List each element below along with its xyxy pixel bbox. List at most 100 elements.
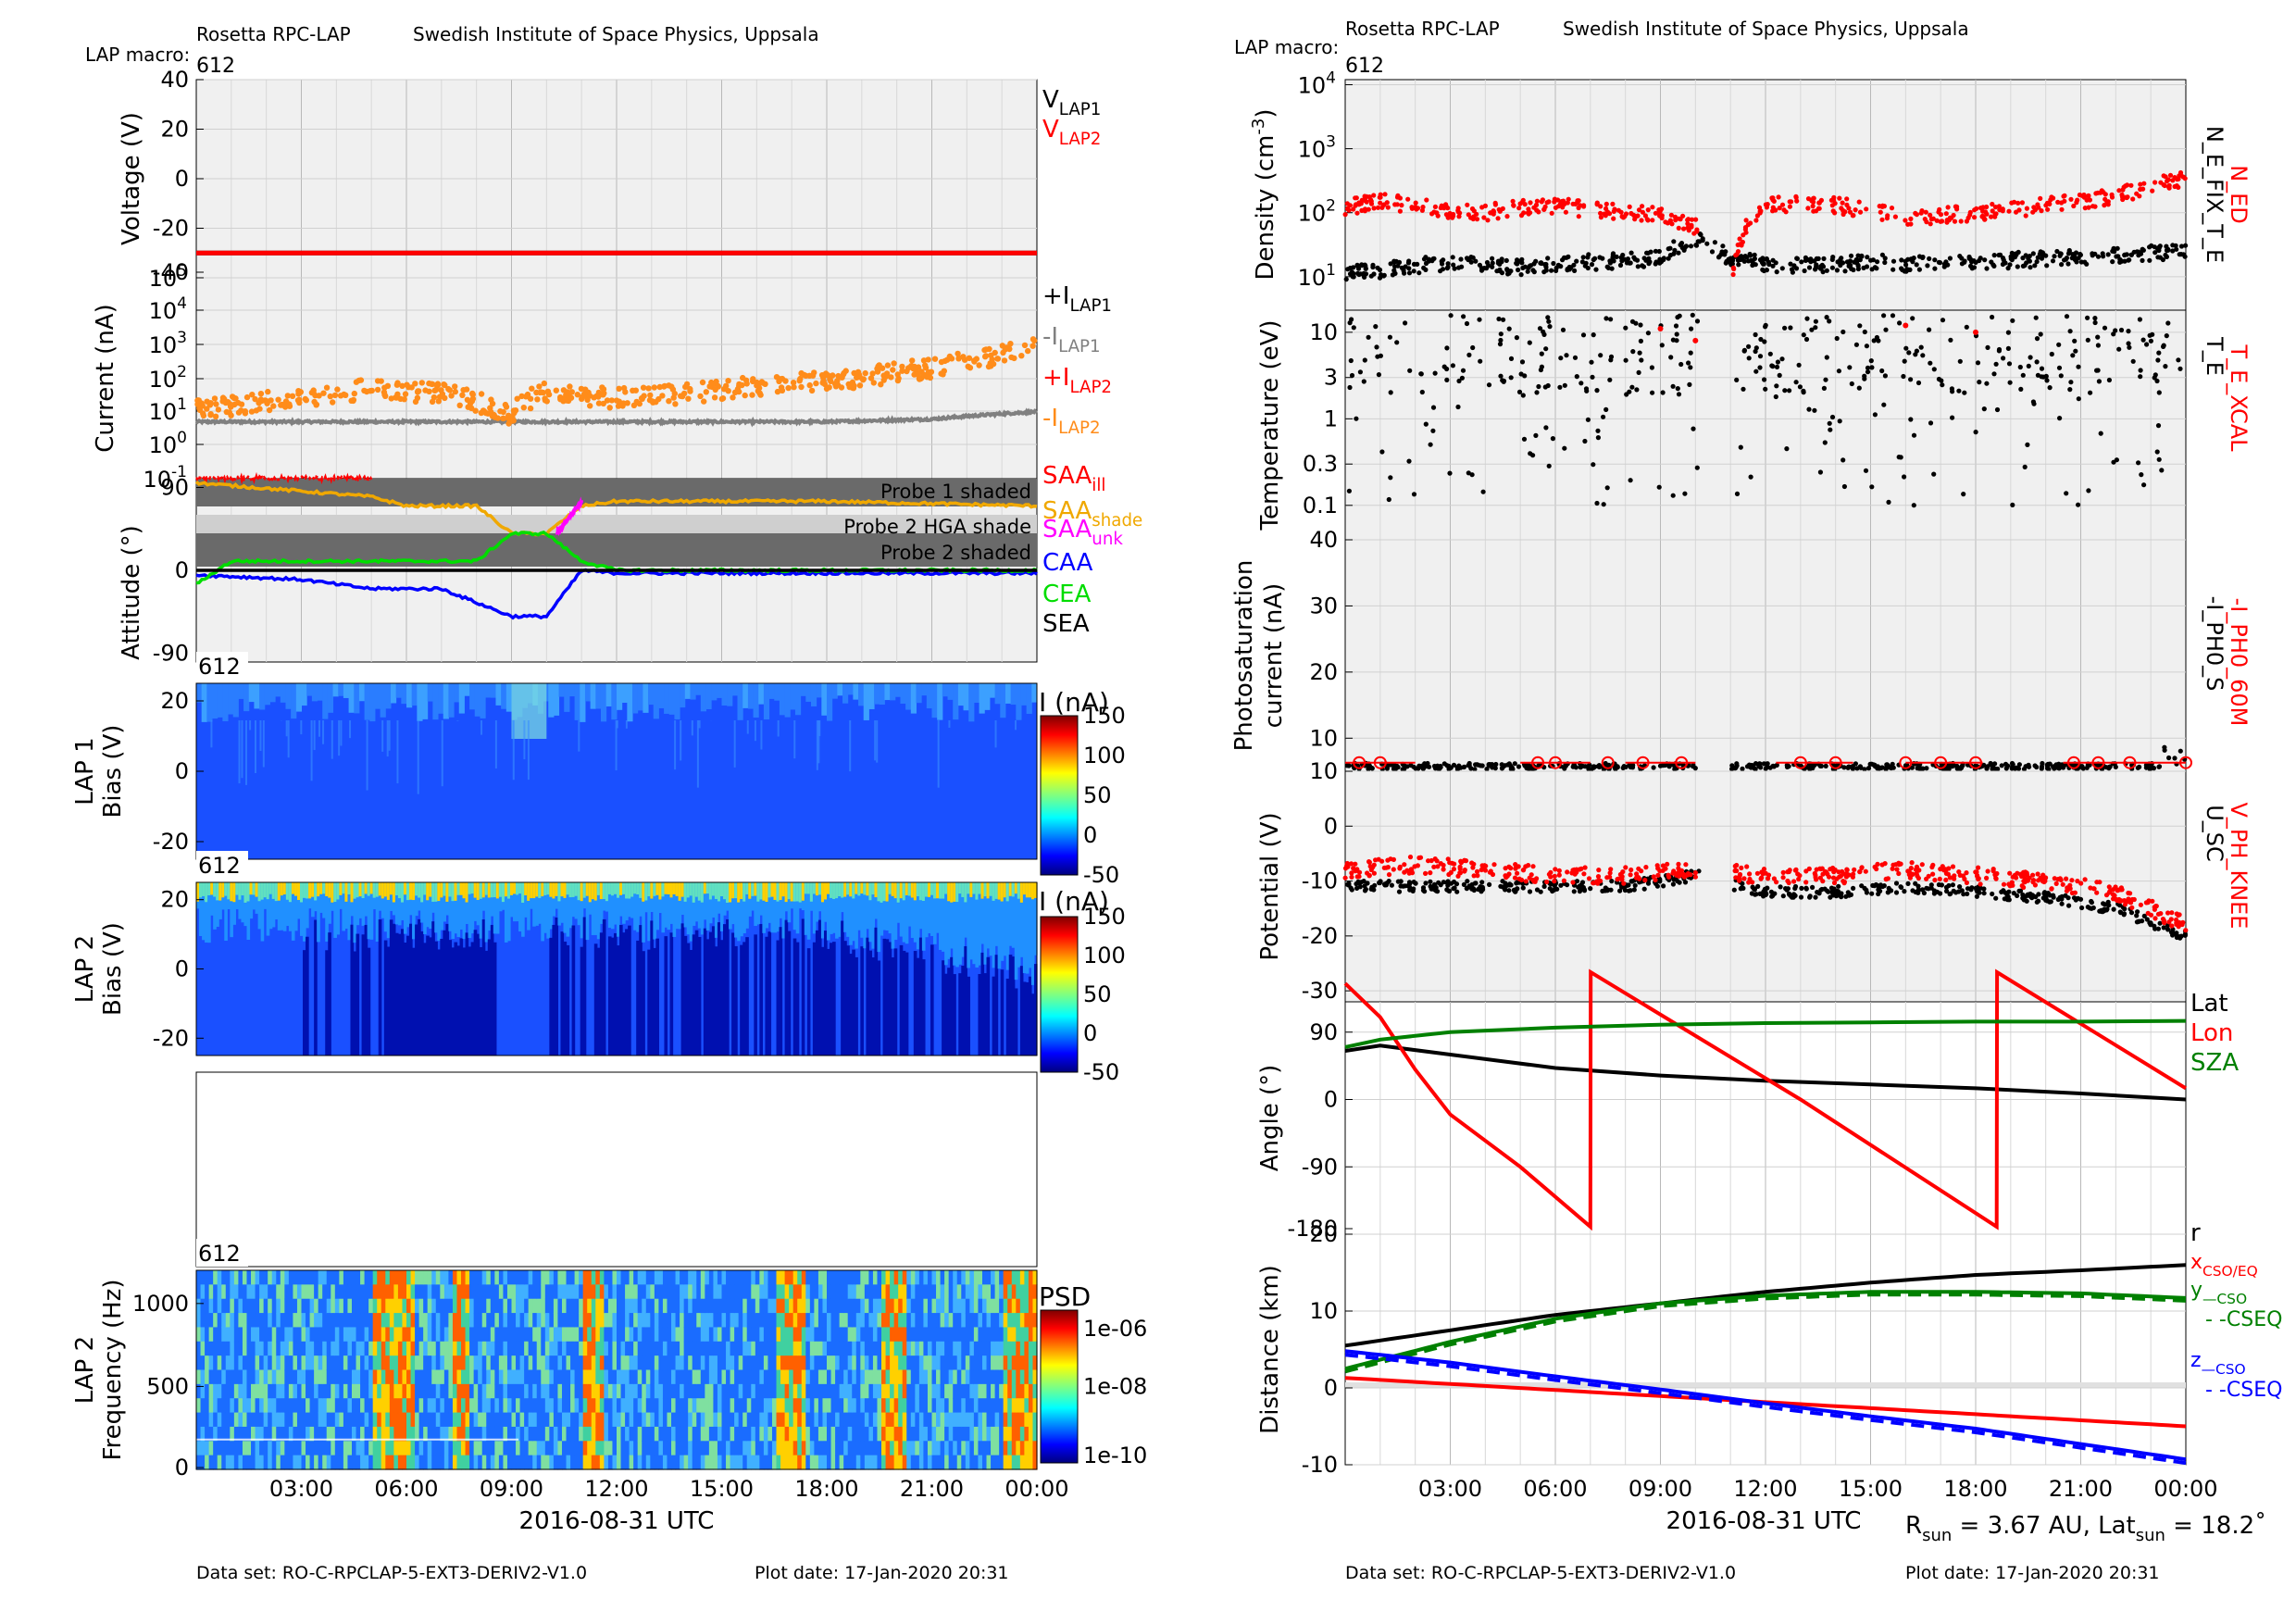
- macro-value-left: 612: [196, 55, 235, 78]
- y-tick-label: -30: [1302, 978, 1338, 1004]
- header-instrument-left: Rosetta RPC-LAP: [196, 23, 351, 45]
- photosaturation-panel: 40 30 20 10 Photosaturation current (nA) -I_PH…: [1230, 527, 2252, 772]
- attitude-panel: Probe 1 shaded Probe 2 HGA shade Probe 2 s…: [118, 462, 1142, 667]
- colorbar-tick: 1e-10: [1083, 1443, 1147, 1468]
- series-zcso: [1344, 1349, 2187, 1462]
- x-tick-label: 21:00: [900, 1476, 964, 1502]
- series-saa-ill: [195, 471, 373, 485]
- x-tick-label: 00:00: [2153, 1476, 2217, 1502]
- i-lap1-neg-line: [194, 407, 1038, 428]
- lap2-spectrogram-panel: 612 20 0 -20 LAP 2 Bias (V) I (nA)150 100 50 0 -50: [71, 851, 1126, 1085]
- macro-label-right: LAP macro:: [1234, 36, 1339, 58]
- lap2-colorbar-title: I (nA): [1039, 886, 1109, 917]
- y-tick-label: 105: [149, 262, 187, 292]
- psd-colorbar-title: PSD: [1039, 1281, 1091, 1312]
- y-tick-label: 104: [1298, 69, 1336, 98]
- y-tick-label: -90: [1302, 1154, 1338, 1180]
- legend-saa-ill: SAAill: [1042, 462, 1105, 495]
- legend-dist-1: xCSO/EQ: [2190, 1251, 2258, 1280]
- y-tick-label: -10: [1302, 1452, 1338, 1478]
- y-tick-label: 10: [1309, 319, 1338, 345]
- x-axis-label-left: 2016-08-31 UTC: [519, 1507, 715, 1535]
- legend-dist-2: y—CSO: [2190, 1279, 2247, 1307]
- v-ph-knee-points: [1342, 855, 2189, 933]
- legend-dist-3: - -CSEQ: [2205, 1308, 2282, 1331]
- legend-dist-5: - -CSEQ: [2205, 1379, 2282, 1402]
- y-tick-label: 101: [1298, 261, 1336, 291]
- psd-ylabel2: Frequency (Hz): [99, 1279, 127, 1460]
- lap2-ylabel1: LAP 2: [71, 935, 99, 1003]
- current-ylabel: Current (nA): [92, 304, 119, 452]
- header-instrument-right: Rosetta RPC-LAP: [1345, 18, 1500, 40]
- y-tick-label: 0: [175, 166, 189, 192]
- y-tick-label: -10: [1302, 868, 1338, 894]
- x-tick-label: 03:00: [269, 1476, 333, 1502]
- y-tick-label: 102: [1298, 197, 1336, 227]
- legend-v-ph-knee: V_PH_KNEE: [2226, 803, 2252, 930]
- y-tick-label: 10: [1309, 725, 1338, 751]
- legend-lat: Lat: [2190, 990, 2228, 1018]
- psd-colorbar: [1040, 1309, 1079, 1464]
- series-ycso-cseq: [1344, 1293, 2187, 1374]
- colorbar-tick: -50: [1083, 1059, 1119, 1085]
- lap2-macro-label: 612: [198, 853, 241, 879]
- voltage-ylabel: Voltage (V): [118, 112, 145, 245]
- n-ed-points: [1342, 169, 2188, 359]
- y-tick-label: -90: [153, 641, 189, 667]
- y-tick-label: 0: [1324, 1087, 1338, 1113]
- u-sc-points: [1344, 868, 2189, 941]
- photosat-ylabel1: Photosaturation: [1230, 560, 1258, 752]
- t-e-xcal-points: [1657, 322, 1978, 344]
- y-tick-label: 20: [1309, 659, 1338, 685]
- lap1-macro-label: 612: [198, 654, 241, 680]
- legend-v-lap2: VLAP2: [1042, 116, 1101, 149]
- colorbar-tick: 50: [1083, 782, 1112, 808]
- y-tick-label: 0: [175, 758, 189, 784]
- series-ycso: [1344, 1290, 2187, 1371]
- y-tick-label: 20: [160, 887, 189, 913]
- legend-lon: Lon: [2190, 1019, 2233, 1047]
- annotation-probe1: Probe 1 shaded: [880, 481, 1031, 503]
- psd-ylabel1: LAP 2: [71, 1336, 99, 1404]
- header-institute-left: Swedish Institute of Space Physics, Upps…: [413, 23, 819, 45]
- legend-t-e-xcal: T_E_XCAL: [2226, 344, 2252, 452]
- probe2-hga-band: [196, 515, 1037, 533]
- density-panel: 104 103 102 101 Density (cm-3) N_EDN_E_FIX_T_…: [1249, 69, 2252, 359]
- y-tick-label: 10-1: [144, 463, 188, 493]
- t-e-points: [1346, 312, 2183, 508]
- legend-caa: CAA: [1042, 549, 1093, 577]
- y-tick-label: 103: [1298, 133, 1336, 163]
- macro-label-left: LAP macro:: [85, 44, 190, 66]
- legend-saa-unk: SAAunk: [1042, 516, 1123, 549]
- legend-sea: SEA: [1042, 610, 1090, 638]
- series-r: [1344, 1263, 2187, 1348]
- y-tick-label: 20: [160, 688, 189, 714]
- legend-t-e: T_E: [2202, 336, 2227, 376]
- legend-i-lap2-pos: +ILAP2: [1042, 364, 1112, 397]
- legend-dist-0: r: [2190, 1219, 2201, 1247]
- x-tick-label: 12:00: [1733, 1476, 1797, 1502]
- x-tick-label: 12:00: [584, 1476, 648, 1502]
- density-ylabel: Density (cm-3): [1249, 109, 1279, 281]
- y-tick-label: 40: [160, 67, 189, 93]
- lap2-colorbar: [1040, 916, 1079, 1073]
- colorbar-tick: 150: [1083, 904, 1126, 930]
- lap1-ylabel2: Bias (V): [99, 725, 127, 818]
- header-institute-right: Swedish Institute of Space Physics, Upps…: [1563, 18, 1969, 40]
- series-lon: [1343, 968, 2188, 1231]
- x-tick-label: 09:00: [1628, 1476, 1692, 1502]
- lap1-colorbar-title: I (nA): [1039, 687, 1109, 718]
- annotation-probe2: Probe 2 shaded: [880, 542, 1031, 564]
- dataset-right: Data set: RO-C-RPCLAP-5-EXT3-DERIV2-V1.0: [1345, 1563, 1736, 1583]
- legend-u-sc: U_SC: [2202, 805, 2227, 862]
- y-tick-label: 20: [1309, 1221, 1338, 1247]
- photosat-ylabel2: current (nA): [1260, 583, 1288, 729]
- y-tick-label: 10: [1309, 1298, 1338, 1324]
- x-axis-label-right: 2016-08-31 UTC: [1666, 1507, 1862, 1535]
- y-tick-label: 1: [1324, 406, 1338, 431]
- legend-n-e-fix-t-e: N_E_FIX_T_E: [2202, 126, 2227, 263]
